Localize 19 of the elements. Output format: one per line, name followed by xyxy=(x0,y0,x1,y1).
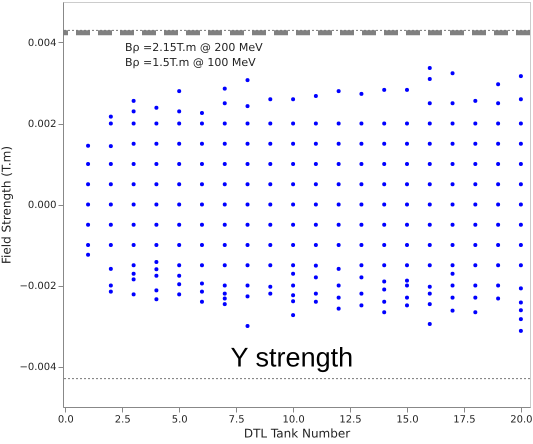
x-tick-label: 0.0 xyxy=(58,414,74,426)
x-tick-label: 5.0 xyxy=(172,414,188,426)
annotation: Y strength xyxy=(230,342,354,373)
x-tick-label: 2.5 xyxy=(114,414,131,426)
x-tick-label: 10.0 xyxy=(282,414,305,426)
x-axis-title: DTL Tank Number xyxy=(244,426,350,440)
x-tick-label: 17.5 xyxy=(453,414,476,426)
x-tick-label: 12.5 xyxy=(339,414,362,426)
y-tick-label: −0.002 xyxy=(19,281,56,292)
x-tick-label: 15.0 xyxy=(396,414,419,426)
y-tick-label: 0.004 xyxy=(28,38,56,49)
annotation: Bρ =2.15T.m @ 200 MeV xyxy=(125,41,264,54)
y-tick-label: 0.000 xyxy=(28,200,56,211)
y-axis-title: Field Strength (T.m) xyxy=(0,146,14,264)
y-tick-label: 0.002 xyxy=(28,119,56,130)
x-tick-label: 7.5 xyxy=(228,414,245,426)
y-tick-label: −0.004 xyxy=(19,362,56,373)
annotation: Bρ =1.5T.m @ 100 MeV xyxy=(125,56,256,69)
x-tick-label: 20.0 xyxy=(510,414,533,426)
